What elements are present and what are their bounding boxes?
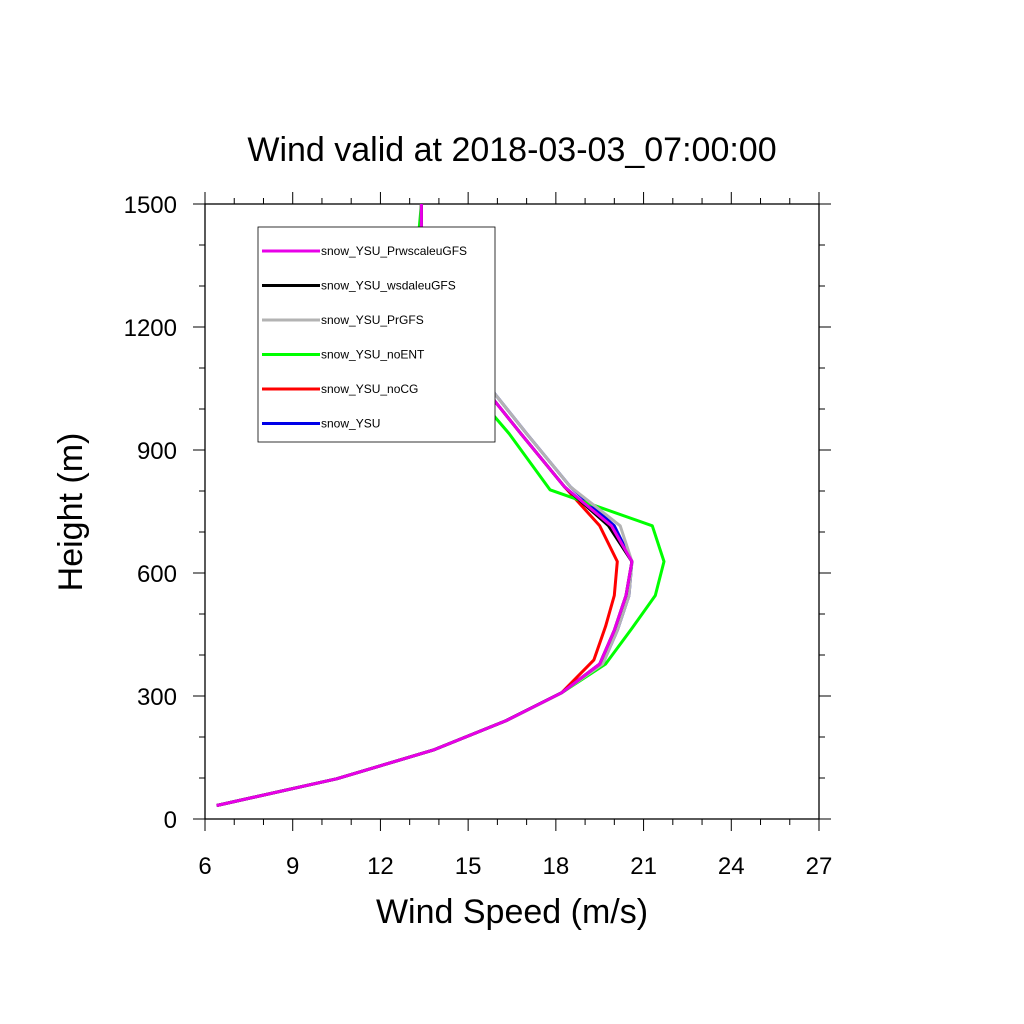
axis-ticks — [193, 192, 831, 831]
legend-label: snow_YSU_PrwscaleuGFS — [321, 244, 467, 258]
y-tick-label: 900 — [137, 438, 177, 465]
legend-label: snow_YSU_PrGFS — [321, 313, 424, 327]
x-tick-label: 15 — [455, 853, 482, 880]
legend-label: snow_YSU_wsdaleuGFS — [321, 279, 456, 293]
y-tick-label: 1500 — [124, 192, 177, 219]
legend-box — [257, 226, 496, 443]
tick-labels: 6 9 12 15 18 21 24 27 0 300 600 900 1200 1500 — [124, 192, 833, 880]
x-tick-label: 27 — [806, 853, 833, 880]
y-tick-label: 1200 — [124, 315, 177, 342]
x-tick-label: 6 — [198, 853, 211, 880]
x-tick-label: 24 — [718, 853, 745, 880]
legend: snow_YSU_PrwscaleuGFS snow_YSU_wsdaleuGFS… — [257, 226, 496, 443]
y-tick-label: 600 — [137, 561, 177, 588]
chart-title: Wind valid at 2018-03-03_07:00:00 — [247, 131, 776, 169]
y-tick-label: 0 — [164, 807, 177, 834]
legend-label: snow_YSU_noCG — [321, 382, 418, 396]
x-tick-label: 9 — [286, 853, 299, 880]
plot-frame — [204, 203, 820, 820]
legend-label: snow_YSU_noENT — [321, 348, 425, 362]
x-tick-label: 12 — [367, 853, 394, 880]
y-tick-label: 300 — [137, 684, 177, 711]
x-tick-label: 21 — [630, 853, 657, 880]
legend-label: snow_YSU — [321, 417, 380, 431]
x-axis-label: Wind Speed (m/s) — [376, 893, 648, 931]
x-tick-label: 18 — [543, 853, 570, 880]
y-axis-label: Height (m) — [52, 433, 90, 592]
